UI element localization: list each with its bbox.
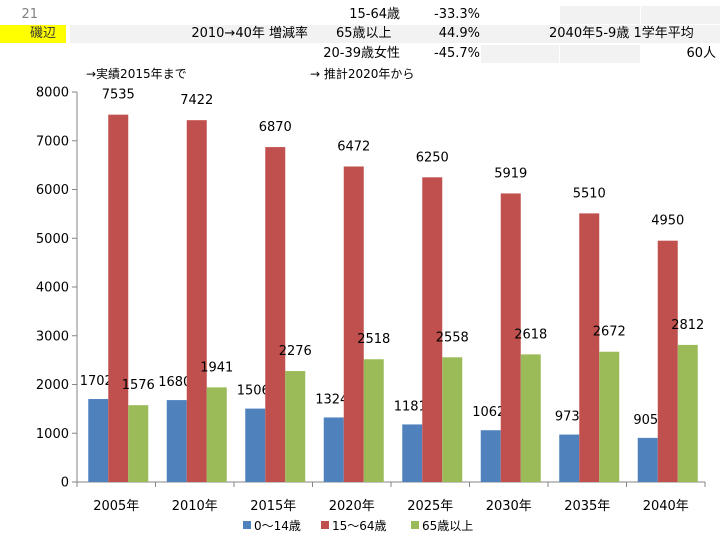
- x-tick-label: 2040年: [643, 499, 689, 514]
- age-group-3: 20-39歳女性: [323, 46, 400, 61]
- bar-65plus: [128, 405, 149, 482]
- y-tick-label: 7000: [36, 134, 69, 149]
- x-tick-label: 2015年: [250, 499, 296, 514]
- data-label: 2672: [593, 325, 626, 340]
- bar-15-64: [657, 240, 678, 482]
- legend-swatch: [243, 521, 251, 529]
- bar-0-14: [245, 408, 266, 482]
- area-name: 磯辺: [30, 26, 57, 41]
- bar-15-64: [108, 114, 129, 482]
- empty-cell: [560, 6, 640, 24]
- data-label: 5919: [494, 166, 527, 181]
- y-tick-label: 2000: [36, 378, 69, 393]
- data-label: 7422: [180, 93, 213, 108]
- data-label: 1062: [472, 405, 505, 420]
- y-tick-label: 3000: [36, 329, 69, 344]
- data-label: 2558: [436, 330, 469, 345]
- data-label: 1181: [394, 399, 427, 414]
- bar-65plus: [442, 357, 463, 482]
- change-label: 2010→40年 増減率: [191, 26, 308, 41]
- data-label: 2812: [671, 318, 704, 333]
- bar-65plus: [285, 371, 306, 482]
- bar-15-64: [579, 213, 600, 482]
- area-highlight: [0, 25, 66, 43]
- actual-note: →実績2015年まで: [86, 67, 187, 81]
- legend-label: 15～64歳: [332, 519, 387, 533]
- row-number: 21: [21, 7, 38, 22]
- bar-65plus: [599, 351, 620, 482]
- x-tick-label: 2005年: [93, 499, 139, 514]
- bar-15-64: [343, 166, 364, 483]
- data-label: 1702: [80, 374, 113, 389]
- bar-0-14: [402, 424, 423, 482]
- data-label: 905: [633, 413, 658, 428]
- x-tick-label: 2010年: [172, 499, 218, 514]
- data-label: 6870: [259, 120, 292, 135]
- age-group-1: 15-64歳: [349, 7, 400, 22]
- empty-cell: [641, 6, 720, 24]
- bar-65plus: [206, 387, 227, 482]
- x-tick-label: 2030年: [486, 499, 532, 514]
- legend-swatch: [411, 521, 419, 529]
- legend-swatch: [321, 521, 329, 529]
- age-group-2: 65歳以上: [336, 26, 392, 41]
- y-tick-label: 4000: [36, 281, 69, 296]
- data-label: 2618: [514, 327, 547, 342]
- data-label: 7535: [102, 88, 135, 103]
- x-tick-label: 2035年: [564, 499, 610, 514]
- data-label: 2518: [357, 332, 390, 347]
- bar-65plus: [677, 344, 698, 482]
- bar-65plus: [520, 354, 541, 482]
- legend-label: 65歳以上: [422, 519, 473, 533]
- data-label: 973: [555, 410, 580, 425]
- bar-0-14: [166, 400, 187, 482]
- empty-cell: [560, 45, 640, 63]
- bar-15-64: [265, 147, 286, 482]
- data-label: 6472: [337, 139, 370, 154]
- rate-2: 44.9%: [438, 26, 480, 41]
- data-label: 1941: [200, 360, 233, 375]
- y-tick-label: 8000: [36, 86, 69, 101]
- bar-0-14: [559, 434, 580, 482]
- bar-15-64: [500, 193, 521, 483]
- legend-label: 0～14歳: [254, 519, 301, 533]
- estimate-note: → 推計2020年から: [310, 67, 415, 81]
- bar-0-14: [88, 399, 109, 482]
- data-label: 2276: [279, 344, 312, 359]
- bar-15-64: [422, 177, 443, 482]
- bar-15-64: [186, 120, 207, 483]
- grade-label: 2040年5-9歳 1学年平均: [549, 26, 694, 41]
- data-label: 5510: [573, 186, 606, 201]
- y-tick-label: 1000: [36, 427, 69, 442]
- bar-0-14: [480, 430, 501, 482]
- data-label: 1576: [122, 378, 155, 393]
- data-label: 1324: [315, 392, 348, 407]
- data-label: 1680: [158, 375, 191, 390]
- y-tick-label: 5000: [36, 232, 69, 247]
- data-label: 4950: [651, 214, 684, 229]
- bar-0-14: [637, 437, 658, 482]
- row-shade: [70, 25, 720, 43]
- empty-cell: [481, 45, 559, 63]
- data-label: 1506: [237, 384, 270, 399]
- y-tick-label: 0: [61, 476, 69, 491]
- data-label: 6250: [416, 150, 449, 165]
- rate-3: -45.7%: [434, 46, 480, 61]
- bar-0-14: [323, 417, 344, 482]
- rate-1: -33.3%: [434, 7, 480, 22]
- header-table: 21 15-64歳 -33.3% 磯辺 2010→40年 増減率 65歳以上 4…: [0, 0, 720, 70]
- bar-65plus: [363, 359, 384, 482]
- y-tick-label: 6000: [36, 183, 69, 198]
- x-tick-label: 2020年: [329, 499, 375, 514]
- grade-value: 60人: [686, 46, 716, 61]
- x-tick-label: 2025年: [407, 499, 453, 514]
